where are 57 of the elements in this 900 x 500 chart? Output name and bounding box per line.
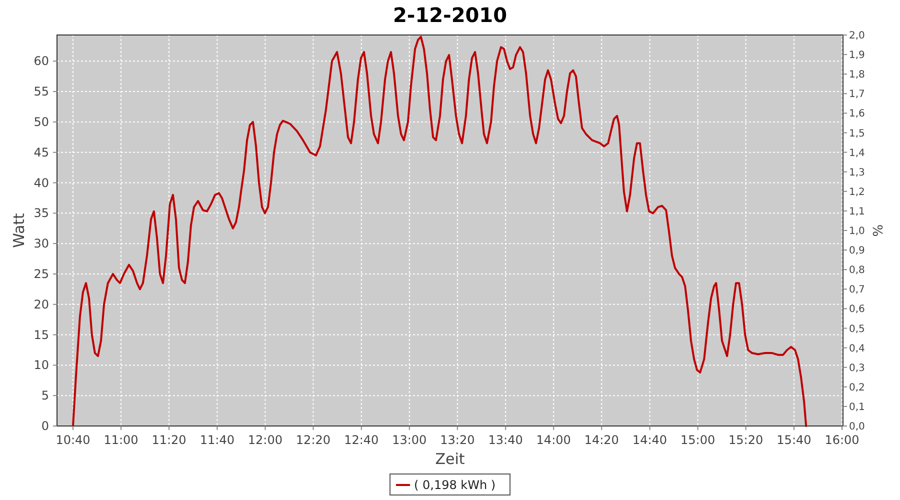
y2-tick-label: 0,6 (849, 304, 865, 316)
x-tick-label: 11:20 (152, 433, 186, 447)
x-tick-label: 14:20 (584, 433, 619, 447)
y2-tick-label: 1,4 (849, 148, 865, 159)
y-tick-label: 5 (41, 388, 49, 403)
y2-tick-label: 1,8 (849, 70, 865, 81)
x-tick-label: 11:40 (200, 433, 234, 447)
y2-tick-label: 1,7 (849, 89, 865, 100)
y-tick-label: 20 (34, 297, 49, 312)
y2-tick-label: 1,3 (849, 167, 865, 178)
chart-title: 2-12-2010 (392, 3, 508, 27)
x-tick-label: 12:40 (344, 433, 379, 447)
y-tick-label: 50 (34, 114, 49, 129)
y-tick-label: 30 (34, 236, 49, 251)
x-tick-label: 15:40 (776, 433, 812, 447)
y2-tick-label: 0,8 (849, 265, 865, 276)
y2-tick-label: 0,1 (849, 402, 865, 413)
y-tick-label: 35 (34, 206, 49, 220)
y2-tick-label: 1,0 (849, 226, 865, 237)
y-tick-label: 55 (34, 84, 49, 99)
x-tick-label: 10:40 (56, 433, 90, 447)
y-tick-label: 60 (34, 54, 49, 68)
y2-tick-label: 0,7 (849, 284, 865, 296)
x-tick-label: 15:20 (728, 433, 764, 447)
x-tick-label: 13:00 (392, 433, 427, 447)
y2-tick-label: 1,6 (849, 108, 865, 120)
y2-tick-label: 0,4 (849, 343, 865, 354)
x-tick-label: 13:20 (440, 433, 475, 447)
line-series (72, 36, 808, 427)
y2-tick-label: 0,0 (849, 422, 865, 432)
y2-tick-label: 2,0 (849, 30, 865, 42)
y2-tick-label: 0,9 (849, 246, 865, 257)
x-tick-label: 16:00 (824, 433, 860, 447)
x-tick-label: 14:40 (632, 433, 668, 447)
x-axis-title: Zeit (435, 450, 465, 468)
y2-tick-label: 1,2 (849, 186, 865, 198)
y2-tick-label: 1,1 (849, 206, 865, 218)
y-axis-title: Watt (10, 212, 28, 248)
x-tick-label: 11:00 (104, 433, 138, 447)
legend-label: ( 0,198 kWh ) (414, 478, 496, 492)
x-tick-label: 14:00 (536, 433, 571, 447)
y-tick-label: 10 (34, 358, 49, 372)
y2-tick-label: 1,5 (849, 128, 865, 140)
y-tick-label: 45 (34, 145, 49, 160)
y-tick-label: 15 (34, 328, 49, 342)
y2-tick-label: 1,9 (849, 50, 865, 62)
y2-tick-label: 0,2 (849, 382, 865, 394)
y2-tick-label: 0,3 (849, 362, 865, 374)
y2-axis-title: % (869, 224, 884, 237)
x-tick-label: 12:20 (296, 433, 331, 447)
y-tick-label: 25 (34, 266, 49, 281)
y2-tick-label: 0,5 (849, 324, 865, 335)
y-tick-label: 0 (41, 419, 49, 433)
x-tick-label: 12:00 (248, 433, 283, 447)
x-tick-label: 13:40 (488, 433, 523, 447)
y-tick-label: 40 (34, 176, 49, 190)
x-tick-label: 15:00 (680, 433, 716, 447)
